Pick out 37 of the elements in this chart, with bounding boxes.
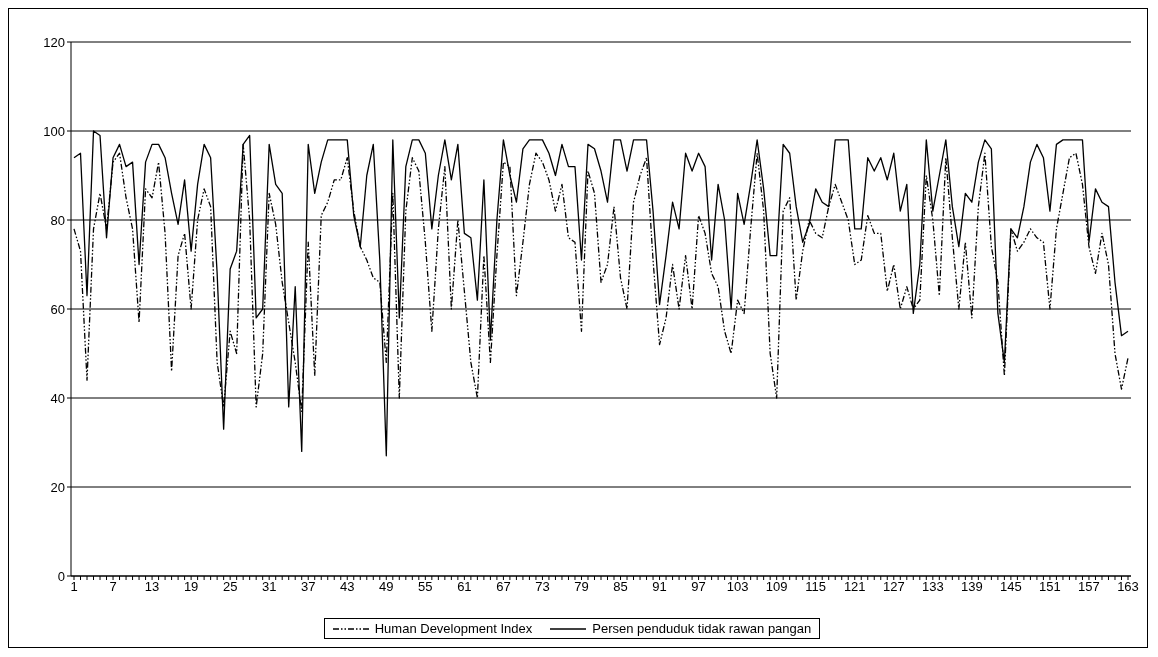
x-tick-label: 157	[1078, 579, 1100, 595]
x-tick-label: 127	[882, 579, 905, 595]
y-tick-label: 0	[57, 568, 65, 584]
y-tick-label: 40	[50, 390, 65, 406]
x-tick-label: 103	[726, 579, 749, 595]
x-tick-label: 115	[805, 579, 827, 595]
x-tick-label: 121	[843, 579, 866, 595]
y-tick-label: 80	[50, 212, 65, 228]
x-tick-label: 139	[961, 579, 983, 595]
x-tick-label: 1	[70, 579, 78, 595]
x-tick-label: 91	[652, 579, 667, 595]
x-tick-label: 19	[183, 579, 199, 595]
x-tick-label: 97	[691, 579, 706, 595]
x-tick-label: 61	[457, 579, 472, 595]
x-tick-label: 73	[535, 579, 550, 595]
x-tick-label: 7	[109, 579, 117, 595]
x-tick-label: 37	[300, 579, 316, 595]
legend-label: Human Development Index	[374, 621, 533, 636]
x-tick-label: 13	[144, 579, 160, 595]
legend-label: Persen penduduk tidak rawan pangan	[592, 621, 812, 636]
x-tick-label: 109	[765, 579, 788, 595]
x-tick-label: 85	[613, 579, 628, 595]
x-tick-label: 151	[1039, 579, 1061, 595]
y-tick-label: 60	[50, 301, 65, 317]
x-tick-label: 163	[1117, 579, 1139, 595]
x-tick-label: 145	[1000, 579, 1022, 595]
x-tick-label: 67	[496, 579, 511, 595]
y-tick-label: 100	[43, 123, 65, 139]
x-tick-label: 43	[340, 579, 355, 595]
x-tick-label: 49	[379, 579, 394, 595]
x-tick-label: 55	[418, 579, 433, 595]
x-tick-label: 25	[222, 579, 238, 595]
y-tick-label: 120	[43, 34, 65, 50]
x-tick-label: 79	[574, 579, 589, 595]
x-tick-label: 133	[921, 579, 944, 595]
x-tick-label: 31	[261, 579, 277, 595]
y-tick-label: 20	[50, 479, 65, 495]
